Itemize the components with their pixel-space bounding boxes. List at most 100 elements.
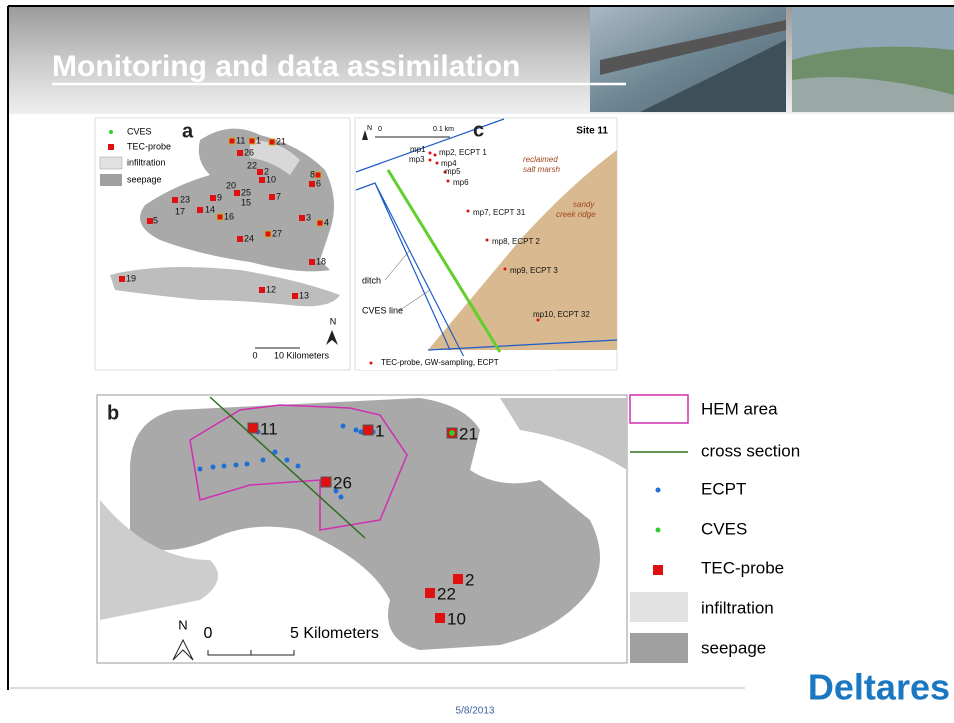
site-label: 11 — [260, 419, 278, 438]
site-label: 16 — [224, 211, 234, 221]
north-label: N — [367, 125, 372, 132]
site-marker — [309, 259, 315, 265]
site-label: 26 — [244, 147, 254, 157]
probe-point — [428, 151, 432, 155]
site-label: 21 — [459, 424, 478, 443]
site-marker — [425, 588, 435, 598]
scale-length: 0.1 km — [433, 126, 454, 133]
probe-point — [433, 153, 437, 157]
site-label: 2 — [465, 570, 474, 589]
site-label: 19 — [126, 273, 136, 283]
site-marker — [216, 213, 224, 221]
area-label: salt marsh — [523, 165, 560, 174]
probe-point — [503, 267, 507, 271]
site-marker — [119, 276, 125, 282]
legend-label: infiltration — [127, 157, 166, 167]
legend-hem-symbol — [629, 394, 689, 424]
site-label: 26 — [333, 473, 352, 492]
leader-line — [399, 289, 431, 311]
site-label: 23 — [180, 194, 190, 204]
site-marker — [320, 476, 332, 488]
probe-point — [485, 238, 489, 242]
legend-label: seepage — [701, 638, 766, 657]
area-label: creek ridge — [556, 210, 596, 219]
panel-label: b — [107, 402, 119, 424]
site-marker — [309, 181, 315, 187]
site-label: 27 — [272, 228, 282, 238]
point-label: mp6 — [453, 178, 469, 187]
site-label: 20 — [226, 180, 236, 190]
scale-zero: 0 — [204, 625, 213, 642]
line-label: CVES line — [362, 305, 403, 315]
north-label: N — [178, 617, 187, 632]
legend-symbol — [369, 361, 373, 365]
probe-point — [428, 158, 432, 162]
site-marker — [172, 197, 178, 203]
site-marker — [237, 150, 243, 156]
photo-bridge-deck — [600, 20, 786, 75]
site-marker — [316, 219, 324, 227]
legend-label: TEC-probe, GW-sampling, ECPT — [381, 358, 499, 367]
land-south — [110, 266, 340, 307]
legend-label: infiltration — [701, 598, 774, 617]
site-label: 22 — [247, 160, 257, 170]
land-seepage — [130, 398, 600, 650]
cves-marker — [449, 430, 455, 436]
point-label: mp1 — [410, 145, 426, 154]
scale-length: 10 Kilometers — [274, 350, 330, 360]
legend-label: ECPT — [701, 479, 746, 498]
site-marker — [362, 424, 374, 436]
slide-title: Monitoring and data assimilation — [52, 50, 520, 83]
legend-box — [360, 356, 556, 370]
footer-date: 5/8/2013 — [456, 706, 495, 717]
scale-zero: 0 — [378, 126, 382, 133]
ecpt-point — [210, 464, 216, 470]
site-label: 11 — [236, 135, 245, 145]
legend-seepage-symbol — [100, 174, 122, 186]
point-label: mp3 — [409, 155, 425, 164]
site-title: Site 11 — [576, 126, 608, 137]
site-marker — [259, 177, 265, 183]
point-label: mp5 — [445, 167, 461, 176]
point-label: mp10, ECPT 32 — [533, 310, 590, 319]
ecpt-point — [338, 494, 344, 500]
legend-label: HEM area — [701, 399, 778, 418]
site-marker — [228, 137, 236, 145]
point-label: mp8, ECPT 2 — [492, 237, 540, 246]
logo: Deltares — [808, 667, 950, 708]
site-label: 6 — [316, 178, 321, 188]
ecpt-point — [340, 423, 346, 429]
north-label: N — [330, 316, 337, 326]
legend-seepage-symbol — [630, 633, 688, 663]
scale-length: 5 Kilometers — [290, 625, 379, 642]
legend-cves-symbol — [655, 527, 661, 533]
site-label: 8 — [310, 169, 315, 179]
site-label: 13 — [299, 290, 309, 300]
probe-point — [536, 318, 540, 322]
legend-tec-symbol — [653, 565, 663, 575]
ecpt-point — [221, 463, 227, 469]
ecpt-point — [272, 449, 278, 455]
point-label: mp9, ECPT 3 — [510, 266, 558, 275]
ecpt-point — [295, 463, 301, 469]
site-label: 15 — [241, 197, 251, 207]
legend-ecpt-symbol — [655, 487, 661, 493]
legend-infiltration-symbol — [630, 592, 688, 622]
site-label: 12 — [266, 284, 276, 294]
site-label: 21 — [276, 136, 286, 146]
scale-bar — [207, 650, 295, 656]
land-infiltration — [250, 140, 300, 175]
north-arrow — [362, 130, 368, 140]
site-label: 22 — [437, 584, 456, 603]
ecpt-point — [353, 427, 359, 433]
site-marker — [257, 169, 263, 175]
site-label: 4 — [324, 217, 329, 227]
cves-line — [386, 169, 502, 353]
sandy-area — [428, 150, 617, 350]
site-label: 2 — [264, 166, 269, 176]
area-label: sandy — [573, 200, 595, 209]
legend-label: TEC-probe — [701, 558, 784, 577]
legend-label: cross section — [701, 441, 800, 460]
